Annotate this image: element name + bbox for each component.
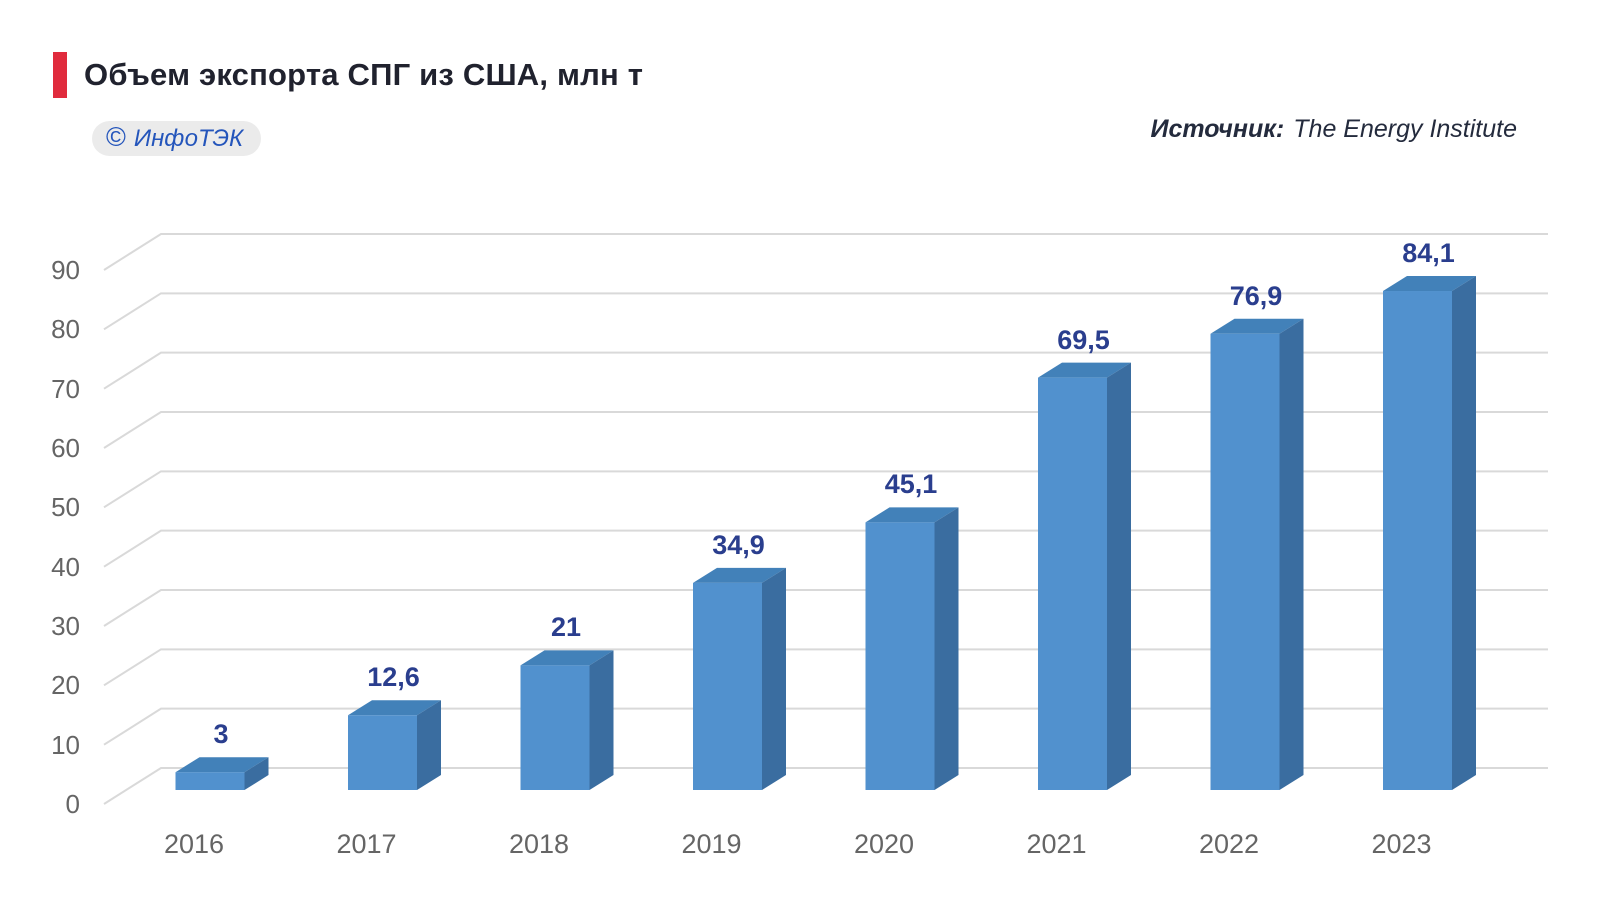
bar-front-face [1210, 333, 1280, 790]
bar-front-face [520, 665, 590, 790]
page-title: Объем экспорта СПГ из США, млн т [84, 57, 644, 92]
badge-label: ИнфоТЭК [133, 125, 244, 152]
y-axis-tick-50: 50 [51, 492, 80, 523]
bar-2020 [865, 507, 959, 790]
bar-2022 [1210, 318, 1304, 790]
source-label: Источник: [1150, 115, 1285, 143]
bar-side-face [244, 757, 269, 790]
value-label-2020: 45,1 [884, 469, 938, 500]
gridline-60 [103, 411, 1548, 449]
gridline-30 [103, 589, 1548, 627]
copyright-icon: © [106, 122, 126, 152]
y-axis-tick-80: 80 [51, 314, 80, 345]
bar-top-face [348, 700, 441, 716]
bar-2017 [348, 700, 441, 790]
x-axis-tick-2022: 2022 [1198, 829, 1260, 859]
source-value: The Energy Institute [1293, 115, 1517, 143]
value-label-2021: 69,5 [1057, 324, 1110, 355]
x-axis-tick-2017: 2017 [336, 829, 397, 859]
bar-side-face [1452, 276, 1476, 790]
gridline-40 [103, 529, 1548, 568]
value-label-2018: 21 [550, 612, 582, 643]
y-axis-tick-20: 20 [51, 670, 80, 701]
bar-2016 [175, 757, 269, 790]
y-axis-tick-90: 90 [51, 255, 80, 285]
x-axis-tick-2016: 2016 [163, 829, 225, 859]
x-axis-tick-2023: 2023 [1371, 829, 1432, 859]
y-axis-tick-0: 0 [65, 789, 80, 819]
bar-front-face [865, 522, 935, 790]
y-axis-tick-30: 30 [51, 611, 80, 641]
bar-front-face [693, 582, 762, 790]
bar-top-face [1038, 362, 1131, 378]
bar-front-face [175, 772, 245, 790]
bar-side-face [934, 507, 959, 790]
bar-top-face [520, 650, 614, 666]
value-label-2022: 76,9 [1229, 280, 1283, 311]
bar-side-face [417, 700, 441, 790]
infotek-brand-badge: © ИнфоТЭК [92, 121, 262, 156]
gridline-70 [103, 351, 1548, 390]
value-label-2016: 3 [213, 719, 229, 750]
value-label-2017: 12,6 [367, 662, 420, 693]
y-axis-tick-70: 70 [51, 373, 80, 404]
gridline-10 [103, 707, 1548, 746]
bar-front-face [1383, 291, 1452, 790]
source-note: Источник: The Energy Institute [1151, 115, 1518, 144]
bar-2023 [1383, 276, 1476, 790]
bar-side-face [589, 650, 614, 790]
title-accent-bar [53, 52, 67, 98]
bar-side-face [1107, 362, 1131, 790]
x-axis-tick-2021: 2021 [1026, 829, 1087, 859]
bar-top-face [1383, 276, 1476, 292]
bar-2019 [693, 567, 786, 790]
bar-top-face [693, 567, 786, 583]
bar-top-face [865, 507, 959, 523]
y-axis-tick-10: 10 [51, 729, 80, 760]
bar-2021 [1038, 362, 1131, 790]
bar-2018 [520, 650, 614, 790]
x-axis-tick-2020: 2020 [853, 829, 915, 859]
bar-front-face [348, 715, 417, 790]
bar-front-face [1038, 377, 1107, 790]
value-label-2019: 34,9 [712, 529, 765, 560]
value-label-2023: 84,1 [1402, 238, 1455, 268]
bar-top-face [175, 757, 269, 773]
gridline-0 [103, 767, 1548, 805]
y-axis-tick-60: 60 [51, 433, 80, 463]
y-axis-tick-40: 40 [51, 551, 80, 582]
gridline-80 [103, 292, 1548, 331]
gridline-90 [103, 233, 1548, 271]
x-axis-tick-2018: 2018 [508, 829, 570, 859]
x-axis-tick-2019: 2019 [681, 829, 742, 859]
bar-top-face [1210, 318, 1304, 334]
bar-side-face [1279, 318, 1304, 790]
bar-side-face [762, 567, 786, 790]
